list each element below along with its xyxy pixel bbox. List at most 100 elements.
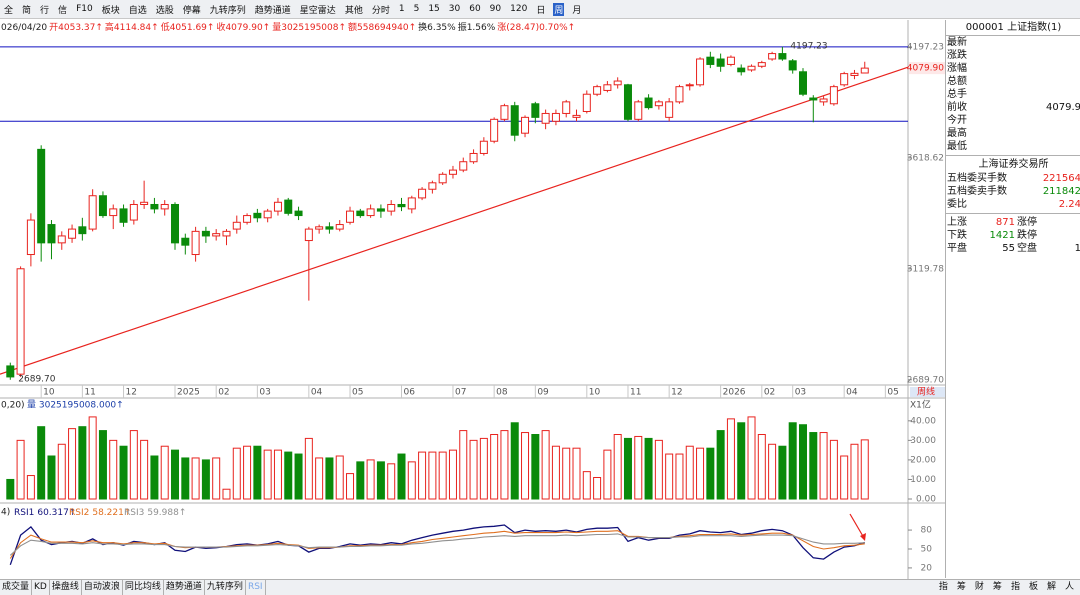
candle-body	[521, 116, 530, 134]
toolbar-item[interactable]: 全	[4, 5, 14, 16]
y-tick-label: 0.00	[916, 495, 936, 505]
candle-body	[613, 80, 622, 86]
candle-body	[572, 114, 581, 118]
x-tick-label: 02	[218, 388, 229, 398]
toolbar-item[interactable]: 90	[489, 4, 502, 14]
indicator-tab[interactable]: 成交量	[0, 580, 33, 595]
toolbar-item[interactable]: 自选	[128, 5, 147, 16]
rsi-line	[9, 533, 865, 556]
side-tab[interactable]: 财	[974, 582, 984, 592]
indicator-tab[interactable]: 自动波浪	[82, 580, 123, 595]
indicator-tab[interactable]: RSI	[246, 580, 266, 595]
candle-body	[150, 203, 159, 210]
volume-bar	[88, 416, 97, 500]
toolbar-item[interactable]: 120	[510, 4, 528, 14]
indicator-tab[interactable]: 九转序列	[205, 580, 246, 595]
toolbar-item[interactable]: 其他	[344, 5, 363, 16]
candle-body	[603, 84, 612, 91]
volume-bar	[387, 463, 396, 500]
side-tab[interactable]: 筹	[992, 582, 1002, 592]
side-tab[interactable]: 板	[1028, 582, 1038, 592]
candle-body	[418, 188, 427, 199]
side-tab[interactable]: 筹	[956, 582, 966, 592]
side-tab[interactable]: 解	[1046, 582, 1056, 592]
candle-body	[376, 208, 385, 212]
toolbar-item[interactable]: 30	[448, 4, 461, 14]
volume-bar	[798, 424, 807, 500]
order-value: 221564	[1042, 173, 1080, 184]
toolbar-item[interactable]: 月	[572, 5, 582, 16]
candle-body	[768, 53, 777, 60]
volume-bar	[788, 422, 797, 500]
candle-body	[181, 237, 190, 246]
trend-line	[0, 66, 909, 375]
x-tick-label: 2026	[723, 388, 746, 398]
volume-bar	[181, 457, 190, 500]
candle-body	[623, 84, 632, 120]
candle-body	[562, 101, 571, 114]
breadth-label: 上涨	[947, 217, 967, 228]
toolbar-item[interactable]: 日	[536, 5, 546, 16]
toolbar-item[interactable]: 行	[40, 5, 50, 16]
panel-header: 4)	[1, 508, 10, 518]
toolbar-item[interactable]: 60	[469, 4, 481, 14]
volume-bar	[768, 443, 777, 500]
volume-bar	[232, 447, 241, 500]
volume-bar	[490, 434, 499, 500]
legend-name: RSI3	[124, 508, 144, 518]
side-tab[interactable]: 指	[938, 582, 948, 592]
candle-body	[78, 226, 87, 235]
volume-bar	[716, 430, 725, 500]
indicator-tab[interactable]: 趋势通道	[164, 580, 205, 595]
panel-header: 0,20)	[1, 401, 25, 411]
candle-body	[819, 98, 828, 103]
toolbar-item[interactable]: 选股	[155, 5, 174, 16]
toolbar-item[interactable]: 停幕	[182, 5, 201, 16]
quote-label: 前收	[947, 102, 967, 113]
toolbar-item[interactable]: 趋势通道	[254, 5, 291, 16]
indicator-tab[interactable]: 同比均线	[123, 580, 164, 595]
toolbar-item[interactable]: 周	[553, 2, 565, 16]
side-tab[interactable]: 指	[1010, 582, 1020, 592]
toolbar-item[interactable]: 信	[58, 5, 68, 16]
volume-bar	[665, 453, 674, 500]
candle-body	[222, 230, 231, 237]
volume-bar	[315, 457, 324, 500]
volume-bar	[634, 435, 643, 500]
candle-body	[778, 53, 787, 60]
candle-body	[675, 86, 684, 103]
x-tick-label: 03	[259, 388, 270, 398]
volume-bar	[500, 430, 509, 500]
volume-bar	[109, 439, 118, 500]
y-tick-label: 20	[921, 563, 933, 573]
toolbar-item[interactable]: 5	[413, 4, 420, 14]
toolbar-item[interactable]: 九转序列	[209, 5, 246, 16]
candle-body	[397, 203, 406, 208]
toolbar-item[interactable]: 1	[398, 4, 405, 14]
toolbar-item[interactable]: 分时	[371, 5, 390, 16]
toolbar-item[interactable]: 15	[428, 4, 440, 14]
breadth-label2: 涨停	[1017, 217, 1037, 228]
volume-bar	[809, 432, 818, 500]
quote-label: 最新	[947, 37, 967, 48]
breadth-label2: 空盘	[1017, 243, 1037, 254]
indicator-tab[interactable]: 操盘线	[50, 580, 82, 595]
quote-value: 4079.9	[1046, 102, 1080, 113]
y-tick-label: 80	[921, 526, 933, 536]
candle-body	[459, 161, 468, 171]
volume-bar	[78, 426, 87, 500]
toolbar-item[interactable]: F10	[76, 4, 93, 14]
candle-body	[315, 226, 324, 230]
toolbar-item[interactable]: 简	[22, 5, 32, 16]
arrow-head	[860, 533, 866, 541]
candle-body	[510, 105, 519, 136]
side-tab[interactable]: 人	[1064, 582, 1074, 592]
volume-bar	[706, 447, 715, 500]
last-price-box	[909, 62, 945, 75]
volume-bar	[459, 430, 468, 500]
indicator-tab[interactable]: KD	[32, 580, 50, 595]
toolbar-item[interactable]: 板块	[101, 5, 120, 16]
volume-bar	[57, 443, 66, 500]
toolbar-item[interactable]: 星空雷达	[299, 5, 336, 16]
